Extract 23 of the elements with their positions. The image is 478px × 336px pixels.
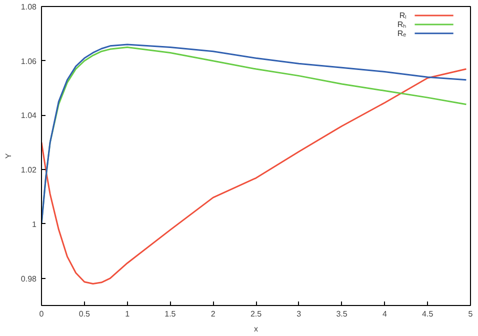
y-tick-label: 1.06 xyxy=(20,56,38,66)
x-tick-label: 2 xyxy=(210,310,216,318)
y-tick-label: 1.02 xyxy=(20,166,38,175)
y-axis-title: Y xyxy=(4,152,13,159)
y-tick-label: 1.04 xyxy=(20,111,38,120)
x-tick-label: 4 xyxy=(382,310,388,318)
x-tick-label: 1 xyxy=(125,310,130,318)
x-tick-label: 5 xyxy=(468,310,474,318)
line-series xyxy=(42,68,467,285)
x-tick-label: 4.5 xyxy=(422,310,434,318)
x-tick-label: 1.5 xyxy=(164,310,176,318)
x-tick-label: 2.5 xyxy=(250,310,262,318)
x-tick-label: 3 xyxy=(296,310,302,318)
y-tick-label: 1.08 xyxy=(20,2,38,12)
x-tick-label: 0 xyxy=(39,310,44,318)
y-tick-label: 1 xyxy=(32,220,38,229)
legend-label: Rₗ xyxy=(399,10,406,20)
legend-label: Rₕ xyxy=(397,20,406,29)
legend-label: Rₑ xyxy=(397,28,406,38)
x-tick-label: 0.5 xyxy=(78,310,91,318)
x-axis-title: x xyxy=(254,324,258,334)
x-tick-label: 3.5 xyxy=(336,310,348,318)
y-tick-label: 0.98 xyxy=(20,274,38,284)
